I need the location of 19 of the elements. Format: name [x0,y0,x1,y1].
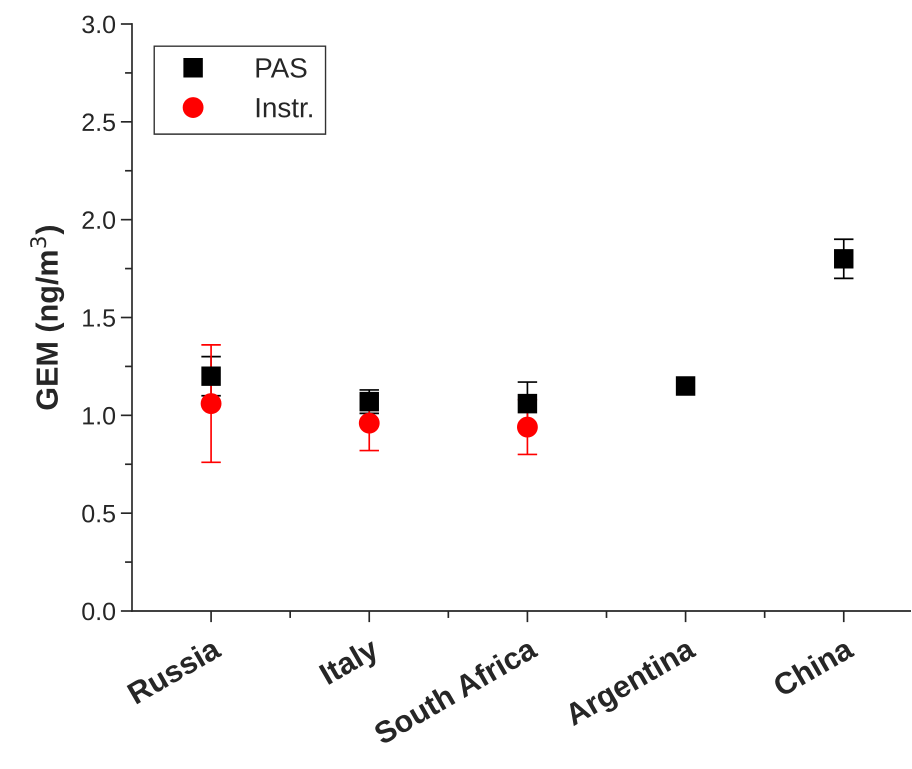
y-tick-label: 2.0 [82,211,116,229]
point [358,412,380,434]
point [200,393,222,414]
point [518,394,538,414]
legend-label: PAS [256,58,306,78]
y-axis-title: GEM (ng/m$^{3}$) [30,226,64,410]
x-tick-label: Italy [318,636,384,690]
y-tick-label: 0.5 [82,504,115,522]
point [676,376,696,396]
y-tick-label: 3.0 [82,16,116,34]
point [201,366,221,386]
y-tick-label: 1.0 [83,406,116,425]
legend-label: Instr. [256,98,312,118]
y-tick-label: 2.5 [82,113,115,132]
y-tick-label: 0.0 [82,602,116,620]
y-tick-label: 1.5 [83,309,115,327]
point [834,249,854,269]
point [517,416,538,438]
x-tick-label: China [771,636,856,698]
